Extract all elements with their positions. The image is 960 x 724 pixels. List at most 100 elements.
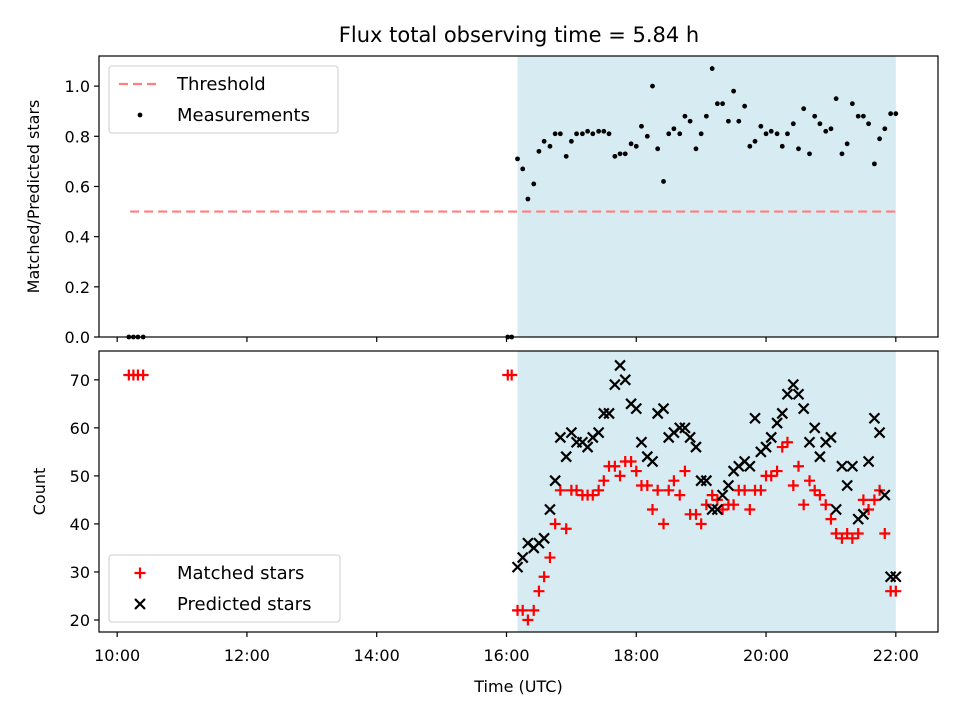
y-tick-label: 0.8: [65, 127, 90, 146]
matched-star-point: [798, 499, 810, 511]
measurement-point: [568, 138, 574, 144]
measurement-point: [682, 113, 688, 119]
matched-star-point: [755, 484, 767, 496]
predicted-star-point: [797, 402, 810, 415]
predicted-star-point: [657, 402, 670, 415]
predicted-star-point: [781, 388, 794, 401]
predicted-star-point: [836, 460, 848, 473]
measurement-point: [596, 128, 602, 134]
matched-star-point: [776, 441, 788, 453]
predicted-star-point: [560, 450, 572, 463]
matched-star-point: [809, 484, 821, 496]
matched-star-point: [609, 460, 621, 472]
predicted-star-point: [857, 508, 870, 521]
predicted-star-point: [549, 474, 561, 487]
predicted-star-point: [646, 455, 659, 468]
y-tick-label: 20: [70, 611, 90, 630]
matched-star-point: [663, 484, 675, 496]
measurement-point: [661, 179, 666, 184]
matched-star-point: [841, 528, 853, 540]
predicted-star-point: [690, 441, 702, 453]
y-tick-label: 40: [70, 515, 90, 534]
matched-star-point: [587, 489, 599, 501]
axes-frame: [98, 55, 939, 338]
measurement-point: [698, 131, 704, 137]
measurement-point: [644, 133, 650, 139]
matched-star-point: [544, 552, 556, 564]
predicted-star-point: [830, 503, 842, 516]
measurement-point: [639, 123, 644, 129]
y-tick-label: 1.0: [65, 77, 90, 96]
measurement-point: [752, 138, 758, 144]
legend-box: [108, 65, 339, 134]
measurement-point: [574, 131, 579, 137]
legend-predicted-label: Predicted stars: [177, 594, 311, 615]
matched-star-point: [630, 465, 642, 477]
matched-star-point: [679, 465, 691, 477]
observing-window-shade: [517, 56, 896, 337]
matched-star-point: [781, 436, 793, 448]
matched-star-point: [728, 499, 740, 511]
measurement-point: [515, 156, 520, 162]
matched-star-point: [549, 518, 561, 530]
y-tick-label: 60: [70, 419, 90, 438]
matched-star-point: [739, 484, 751, 496]
predicted-star-point: [716, 489, 729, 501]
measurement-point: [828, 126, 834, 132]
measurement-point: [812, 113, 818, 119]
predicted-star-point: [700, 474, 713, 487]
matched-star-point: [852, 528, 864, 540]
measurement-point: [601, 128, 607, 134]
predicted-star-point: [765, 431, 778, 444]
matched-star-point: [506, 369, 518, 381]
measurement-point: [807, 151, 812, 157]
x-tick-label: 22:00: [873, 646, 919, 665]
measurement-point: [541, 138, 547, 144]
measurement-point: [709, 66, 715, 71]
predicted-star-point: [890, 570, 902, 583]
measurement-point: [888, 111, 894, 117]
matched-star-point: [836, 532, 848, 544]
measurement-point: [655, 146, 661, 152]
measurement-point: [703, 113, 709, 119]
measurement-point: [796, 146, 801, 152]
measurement-point: [585, 128, 591, 134]
y-tick-label: 50: [70, 467, 90, 486]
measurement-point: [860, 113, 866, 119]
predicted-star-point: [787, 378, 800, 391]
matched-star-point: [820, 499, 832, 511]
predicted-star-point: [760, 441, 772, 453]
x-tick-label: 16:00: [483, 646, 529, 665]
measurement-point: [844, 141, 850, 147]
predicted-star-point: [862, 455, 875, 468]
matched-star-point: [137, 369, 149, 381]
legend-matched-label: Matched stars: [177, 563, 304, 584]
predicted-star-point: [592, 426, 605, 439]
matched-star-point: [890, 585, 902, 597]
measurement-point: [563, 153, 569, 159]
matched-star-point: [744, 504, 756, 516]
matched-star-point: [560, 523, 572, 535]
predicted-star-point: [749, 412, 761, 425]
measurement-point: [628, 141, 634, 147]
legend-measurement-swatch: [137, 112, 143, 118]
measurement-point: [714, 101, 720, 107]
y-tick-label: 0.4: [65, 228, 90, 247]
matched-star-point: [652, 484, 664, 496]
measurement-point: [882, 126, 888, 132]
x-tick-label: 10:00: [94, 646, 140, 665]
measurement-point: [833, 96, 839, 102]
predicted-star-point: [868, 412, 881, 425]
measurement-point: [693, 146, 699, 152]
measurement-point: [677, 131, 683, 137]
matched-star-point: [522, 614, 534, 626]
matched-star-point: [674, 489, 686, 501]
measurement-point: [536, 148, 542, 154]
matched-star-point: [614, 470, 626, 482]
y-tick-label: 30: [70, 563, 90, 582]
predicted-star-point: [825, 431, 837, 444]
measurement-point: [872, 161, 877, 167]
measurement-point: [622, 151, 628, 157]
y-tick-label: 0.0: [65, 328, 90, 347]
measurement-point: [893, 111, 899, 117]
